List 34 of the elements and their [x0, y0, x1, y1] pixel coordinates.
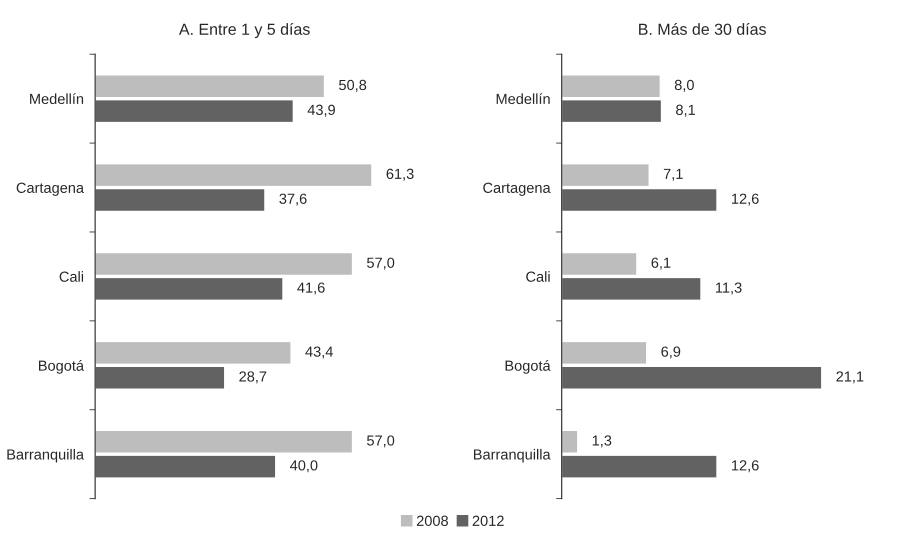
chart-title: A. Entre 1 y 5 días — [178, 22, 310, 38]
y-tick-label: Bogotá — [38, 360, 84, 374]
data-label: 7,1 — [664, 168, 683, 181]
data-label: 41,6 — [297, 282, 325, 294]
data-label: 57,0 — [367, 258, 394, 270]
y-tick-label: Cali — [526, 271, 550, 282]
data-label: 8,1 — [676, 104, 695, 117]
data-label: 28,7 — [239, 371, 266, 384]
y-tick-label: Medellín — [496, 93, 550, 104]
y-tick-label: Cartagena — [16, 182, 84, 196]
legend-label: 2008 — [416, 516, 448, 526]
y-tick-label: Medellín — [30, 93, 84, 104]
y-tick-label: Bogotá — [506, 360, 551, 374]
y-tick-label: Cali — [60, 271, 84, 282]
data-label: 8,0 — [674, 80, 694, 92]
data-label: 12,6 — [732, 460, 759, 472]
y-tick-label: Barranquilla — [474, 448, 551, 463]
data-label: 37,6 — [279, 194, 307, 206]
data-label: 11,3 — [716, 282, 742, 294]
y-tick-label: Cartagena — [483, 182, 551, 196]
data-label: 43,9 — [308, 104, 335, 117]
legend-label: 2012 — [472, 516, 504, 526]
data-label: 6,1 — [652, 258, 670, 270]
chart-title: B. Más de 30 días — [639, 22, 766, 35]
data-label: 61,3 — [386, 168, 414, 181]
data-label: 1,3 — [592, 435, 612, 448]
data-label: 43,4 — [305, 346, 333, 358]
y-tick-label: Barranquilla — [7, 448, 84, 463]
data-label: 50,8 — [339, 80, 366, 92]
data-label: 21,1 — [836, 371, 864, 384]
data-label: 12,6 — [732, 194, 759, 206]
data-label: 40,0 — [290, 460, 318, 472]
data-label: 6,9 — [661, 346, 680, 358]
data-label: 57,0 — [367, 435, 394, 448]
